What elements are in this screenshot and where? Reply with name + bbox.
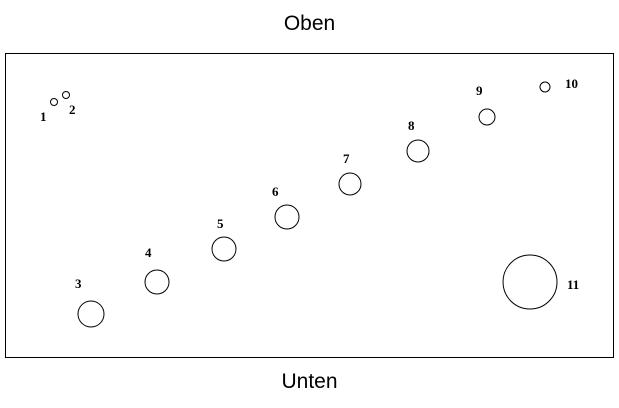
hole-2 <box>62 91 70 99</box>
hole-4 <box>144 269 170 295</box>
hole-label-11: 11 <box>567 277 579 292</box>
hole-label-6: 6 <box>272 184 279 199</box>
hole-5 <box>211 236 237 262</box>
hole-label-5: 5 <box>217 216 224 231</box>
hole-6 <box>274 204 300 230</box>
hole-label-8: 8 <box>408 118 415 133</box>
panel-frame <box>5 53 614 358</box>
hole-label-7: 7 <box>343 151 350 166</box>
hole-1 <box>50 98 58 106</box>
hole-7 <box>338 172 362 196</box>
top-label: Oben <box>283 12 336 35</box>
hole-10 <box>539 81 551 93</box>
hole-9 <box>478 108 496 126</box>
hole-8 <box>406 139 430 163</box>
hole-label-9: 9 <box>476 83 483 98</box>
hole-label-2: 2 <box>69 102 76 117</box>
hole-label-10: 10 <box>565 76 578 91</box>
bottom-label: Unten <box>281 370 338 393</box>
hole-label-3: 3 <box>75 276 82 291</box>
hole-label-4: 4 <box>145 245 152 260</box>
hole-3 <box>77 300 105 328</box>
hole-11 <box>502 254 558 310</box>
hole-label-1: 1 <box>40 109 47 124</box>
